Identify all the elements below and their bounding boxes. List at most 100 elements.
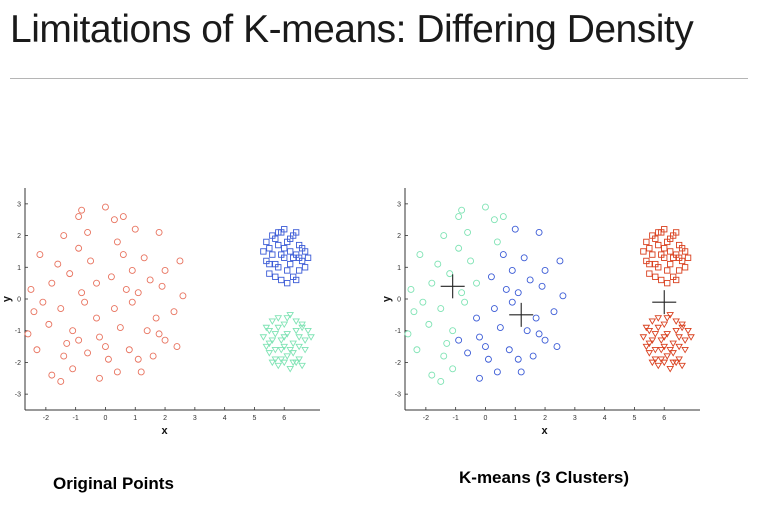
data-point	[467, 257, 475, 265]
x-tick-label: 6	[282, 415, 286, 422]
data-point	[649, 251, 656, 258]
data-point	[660, 343, 669, 351]
data-point	[648, 337, 657, 344]
data-point	[155, 330, 163, 338]
data-point	[458, 206, 466, 214]
data-point	[116, 324, 124, 331]
data-point	[278, 276, 285, 284]
data-point	[110, 216, 118, 224]
data-point	[651, 331, 660, 338]
x-tick-label: 2	[543, 415, 547, 422]
data-point	[514, 355, 522, 363]
data-point	[263, 238, 270, 246]
data-point	[137, 368, 145, 376]
data-point	[493, 238, 501, 246]
data-point	[179, 292, 187, 300]
data-point	[143, 327, 151, 335]
data-point	[277, 346, 286, 354]
data-point	[284, 267, 291, 274]
x-tick-label: -2	[423, 415, 429, 422]
data-point	[104, 355, 112, 363]
y-axis-label: y	[1, 295, 13, 302]
x-tick-label: -1	[73, 415, 79, 422]
data-point	[428, 279, 436, 287]
data-point	[161, 336, 169, 344]
data-point	[304, 254, 312, 261]
data-point	[458, 289, 466, 297]
data-point	[266, 270, 273, 277]
data-point	[274, 315, 283, 322]
data-point	[434, 260, 442, 268]
data-point	[496, 324, 504, 331]
x-tick-label: 0	[484, 415, 488, 422]
y-tick-label: -1	[15, 328, 21, 335]
data-point	[292, 327, 300, 335]
original-points-chart: -2 -1 0 1 2 3 4 5 6 3 2 1 0 -1 -2 -3 x y	[1, 188, 320, 437]
y-tick-label: -1	[395, 328, 401, 335]
data-point	[645, 327, 654, 335]
kmeans-chart: -2 -1 0 1 2 3 4 5 6 3 2 1 0 -1 -2 -3 x y	[381, 188, 700, 437]
data-point	[284, 279, 291, 287]
data-point	[639, 334, 648, 341]
data-point	[113, 368, 121, 376]
data-point	[410, 308, 418, 316]
data-point	[125, 346, 133, 354]
data-point	[654, 362, 663, 370]
data-point	[649, 232, 656, 239]
data-point	[66, 270, 74, 278]
data-point	[440, 352, 448, 360]
data-point	[275, 229, 282, 236]
data-point	[499, 251, 507, 259]
original-points-plot: -2 -1 0 1 2 3 4 5 6 3 2 1 0 -1 -2 -3 x y	[0, 180, 330, 440]
data-point	[499, 213, 507, 220]
data-point	[293, 276, 300, 284]
data-point	[476, 374, 483, 382]
data-point	[553, 343, 561, 351]
data-point	[301, 346, 309, 354]
data-point	[170, 308, 178, 316]
data-point	[511, 225, 519, 233]
x-tick-label: 6	[662, 415, 666, 422]
data-point	[652, 260, 659, 268]
data-point	[45, 320, 53, 328]
data-point	[538, 282, 546, 290]
data-point	[658, 251, 665, 258]
data-point	[654, 315, 663, 322]
data-point	[654, 324, 663, 332]
x-tick-label: -2	[43, 415, 49, 422]
y-tick-label: -3	[395, 392, 401, 399]
data-point	[455, 244, 463, 252]
data-point	[119, 213, 127, 220]
data-point	[413, 346, 421, 354]
data-point	[274, 362, 283, 370]
data-point	[268, 337, 277, 344]
data-point	[482, 203, 489, 211]
data-point	[84, 349, 92, 357]
data-point	[675, 334, 683, 341]
data-point	[440, 232, 448, 240]
title-divider	[10, 78, 748, 79]
data-point	[78, 206, 86, 214]
data-point	[57, 305, 65, 312]
data-point	[640, 248, 647, 255]
data-point	[304, 327, 312, 335]
data-point	[54, 260, 62, 268]
data-point	[128, 298, 136, 306]
data-point	[529, 352, 537, 360]
data-point	[161, 267, 169, 274]
data-point	[281, 245, 288, 252]
data-point	[517, 368, 525, 376]
data-point	[262, 343, 271, 351]
data-point	[684, 254, 692, 261]
data-point	[505, 346, 513, 354]
data-point	[110, 305, 118, 312]
data-point	[490, 216, 498, 224]
data-point	[24, 330, 32, 338]
data-point	[655, 229, 662, 236]
data-point	[281, 226, 288, 233]
x-tick-label: 1	[133, 415, 137, 422]
data-point	[449, 327, 457, 335]
data-point	[664, 279, 671, 287]
x-tick-label: 2	[163, 415, 167, 422]
data-point	[550, 308, 558, 316]
